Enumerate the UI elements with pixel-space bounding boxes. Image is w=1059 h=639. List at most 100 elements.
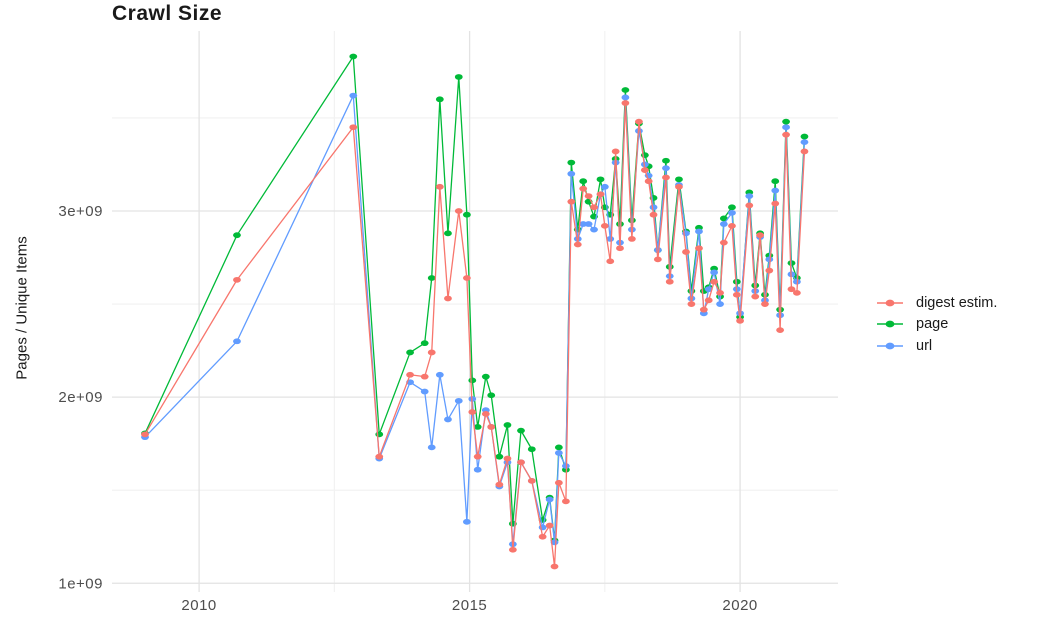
data-point-digest-estim [473, 453, 482, 460]
data-point-digest-estim [435, 183, 444, 190]
data-point-digest-estim [468, 409, 477, 415]
data-point-digest-estim [427, 349, 436, 356]
data-point-url [695, 228, 703, 235]
legend-label: page [916, 316, 949, 333]
data-point-digest-estim [728, 222, 736, 229]
data-point-digest-estim [732, 291, 741, 298]
data-point-digest-estim [627, 236, 636, 242]
data-point-url [427, 444, 436, 451]
data-point-page [435, 96, 444, 103]
data-point-page [420, 340, 429, 347]
data-point-page [375, 431, 384, 438]
data-point-page [406, 349, 414, 356]
data-point-page [616, 221, 624, 227]
data-point-url [606, 236, 615, 242]
data-point-digest-estim [745, 202, 754, 209]
data-point-digest-estim [375, 453, 384, 460]
data-point-url [782, 124, 790, 131]
data-point-digest-estim [782, 131, 790, 138]
data-point-digest-estim [596, 191, 605, 198]
data-point-digest-estim [462, 275, 471, 281]
data-point-digest-estim [406, 371, 414, 378]
data-point-page [487, 392, 496, 399]
data-point-digest-estim [420, 373, 429, 380]
data-point-digest-estim [621, 100, 630, 106]
data-point-url [710, 269, 719, 276]
data-point-digest-estim [736, 317, 744, 324]
data-point-digest-estim [481, 410, 490, 417]
data-point-url [473, 466, 482, 473]
data-point-url [728, 209, 736, 216]
data-point-url [745, 193, 754, 199]
legend-key-url-icon [877, 342, 903, 350]
data-point-url [420, 388, 429, 395]
data-point-digest-estim [141, 431, 149, 438]
data-point-digest-estim [682, 249, 690, 255]
data-point-page [771, 178, 780, 185]
data-point-digest-estim [606, 258, 615, 265]
data-point-url [719, 221, 728, 227]
legend-item-page: page [876, 314, 997, 336]
data-point-digest-estim [508, 546, 517, 553]
data-point-page [567, 159, 576, 166]
data-point-page [468, 377, 477, 384]
data-point-url [554, 450, 563, 456]
data-point-digest-estim [579, 185, 588, 192]
data-point-url [662, 165, 670, 172]
data-point-url [584, 221, 593, 227]
data-point-url [716, 301, 724, 307]
data-point-url [649, 204, 658, 211]
data-point-url [349, 92, 358, 99]
data-point-url [653, 247, 662, 253]
y-tick-label: 2e+09 [58, 389, 103, 406]
data-point-digest-estim [761, 301, 769, 307]
data-point-digest-estim [710, 278, 719, 285]
data-point-digest-estim [665, 278, 674, 285]
data-point-digest-estim [699, 306, 708, 313]
data-point-page [579, 178, 588, 185]
data-point-url [704, 286, 713, 293]
data-point-digest-estim [756, 232, 764, 239]
data-point-url [771, 187, 780, 194]
data-point-digest-estim [704, 297, 713, 304]
data-point-page [554, 444, 563, 451]
data-point-digest-estim [527, 477, 536, 484]
legend-key-digest-estim-icon [877, 299, 903, 307]
data-point-digest-estim [765, 267, 774, 274]
legend-item-digest-estim: digest estim. [876, 292, 997, 314]
data-point-url [600, 183, 609, 190]
data-point-digest-estim [584, 193, 593, 199]
data-point-digest-estim [716, 289, 724, 296]
data-point-url [233, 338, 241, 345]
data-point-digest-estim [695, 245, 703, 252]
plot-title: Crawl Size [112, 2, 223, 25]
data-point-digest-estim [233, 276, 241, 283]
x-tick-label: 2015 [452, 597, 487, 614]
data-point-url [545, 496, 554, 503]
data-point-digest-estim [503, 455, 512, 462]
data-point-digest-estim [640, 167, 649, 173]
series-points-digest-estim [141, 100, 809, 570]
data-point-digest-estim [454, 208, 463, 214]
data-point-page [621, 87, 630, 93]
legend-label: url [916, 337, 933, 354]
data-point-url [621, 94, 630, 101]
data-point-page [349, 53, 358, 60]
data-point-page [473, 424, 482, 430]
data-point-digest-estim [776, 327, 785, 334]
data-point-page [495, 453, 504, 460]
y-tick-label: 3e+09 [58, 203, 103, 220]
data-point-page [517, 427, 525, 434]
data-point-digest-estim [771, 200, 780, 207]
data-point-page [719, 215, 728, 222]
data-point-digest-estim [649, 211, 658, 218]
series-line-url [144, 94, 806, 545]
data-point-page [662, 157, 670, 164]
data-point-digest-estim [675, 183, 683, 190]
data-point-digest-estim [561, 498, 570, 505]
data-point-url [590, 226, 598, 233]
data-point-digest-estim [800, 148, 809, 155]
data-point-page [427, 275, 436, 281]
data-point-page [800, 133, 809, 140]
